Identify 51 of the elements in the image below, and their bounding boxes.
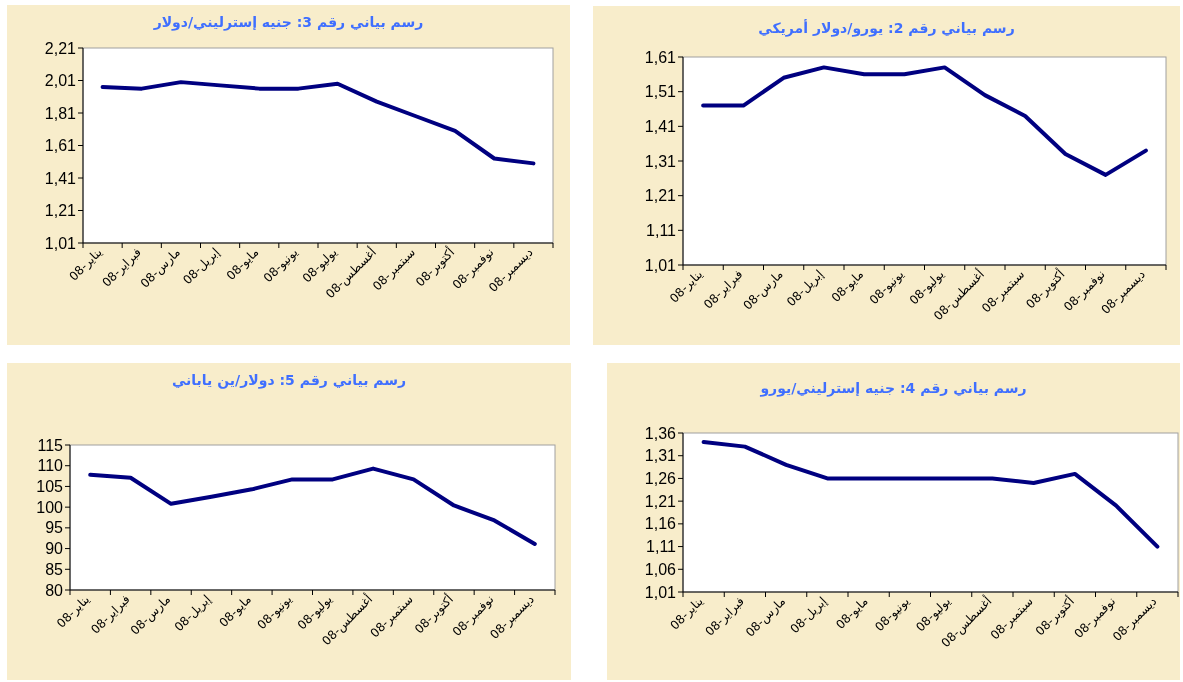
x-tick-label: يونيو-08: [872, 594, 913, 635]
y-tick-label: 1,06: [644, 560, 677, 578]
y-tick-label: 95: [45, 519, 64, 537]
chart-title: رسم بياني رقم 2: يورو/دولار أمريكي: [758, 19, 1015, 37]
y-tick-label: 100: [36, 498, 64, 516]
chart-title: رسم بياني رقم 4: جنيه إسترليني/يورو: [759, 380, 1027, 397]
y-tick-label: 1,01: [644, 583, 677, 601]
chart-title: رسم بياني رقم 5: دولار/ين ياباني: [171, 372, 407, 389]
x-tick-label: يونيو-08: [866, 267, 908, 308]
y-tick-label: 80: [45, 581, 64, 599]
y-tick-label: 85: [45, 560, 64, 578]
y-tick-label: 110: [37, 457, 64, 475]
x-tick-label: مارس-08: [742, 594, 789, 641]
line-series: [701, 65, 1148, 177]
y-tick-label: 105: [36, 477, 64, 495]
y-tick-label: 1,31: [644, 447, 677, 465]
y-tick-label: 1,11: [646, 221, 677, 239]
y-tick-label: 1,51: [644, 83, 677, 101]
y-tick-label: 1,31: [644, 152, 677, 170]
y-tick-label: 2,21: [44, 39, 77, 57]
y-tick-label: 1,11: [646, 538, 677, 556]
y-tick-label: 1,81: [44, 104, 77, 122]
y-tick-label: 1,61: [44, 137, 77, 154]
x-tick-label: مايو-08: [216, 592, 255, 631]
x-tick-label: يونيو-08: [254, 592, 296, 633]
y-tick-label: 2,01: [44, 72, 77, 89]
line-series: [100, 80, 536, 166]
y-tick-label: 1,21: [44, 202, 77, 219]
y-tick-label: 1,21: [644, 187, 677, 205]
y-tick-label: 1,21: [644, 492, 677, 510]
x-tick-label: إبريل-08: [784, 267, 827, 310]
x-tick-label: مايو-08: [828, 267, 867, 306]
x-tick-label: مايو-08: [833, 594, 872, 633]
y-tick-label: 1,01: [44, 234, 77, 252]
x-tick-label: مايو-08: [223, 245, 263, 284]
x-tick-label: إبريل-08: [171, 592, 215, 635]
y-tick-label: 1,26: [644, 469, 677, 487]
line-series: [88, 466, 537, 547]
y-tick-label: 1,41: [44, 169, 77, 187]
x-tick-label: يونيو-08: [260, 245, 302, 286]
x-tick-label: إبريل-08: [787, 594, 831, 637]
x-tick-label: إبريل-08: [180, 245, 223, 288]
y-tick-label: 1,36: [644, 424, 677, 442]
y-tick-label: 1,16: [644, 515, 677, 533]
y-tick-label: 1,01: [644, 256, 677, 274]
y-tick-label: 1,61: [644, 48, 677, 66]
line-series: [701, 440, 1160, 549]
y-tick-label: 90: [45, 540, 64, 558]
y-tick-label: 115: [37, 436, 64, 454]
chart-title: رسم بياني رقم 3: جنيه إسترليني/دولار: [152, 14, 424, 31]
y-tick-label: 1,41: [644, 117, 677, 135]
